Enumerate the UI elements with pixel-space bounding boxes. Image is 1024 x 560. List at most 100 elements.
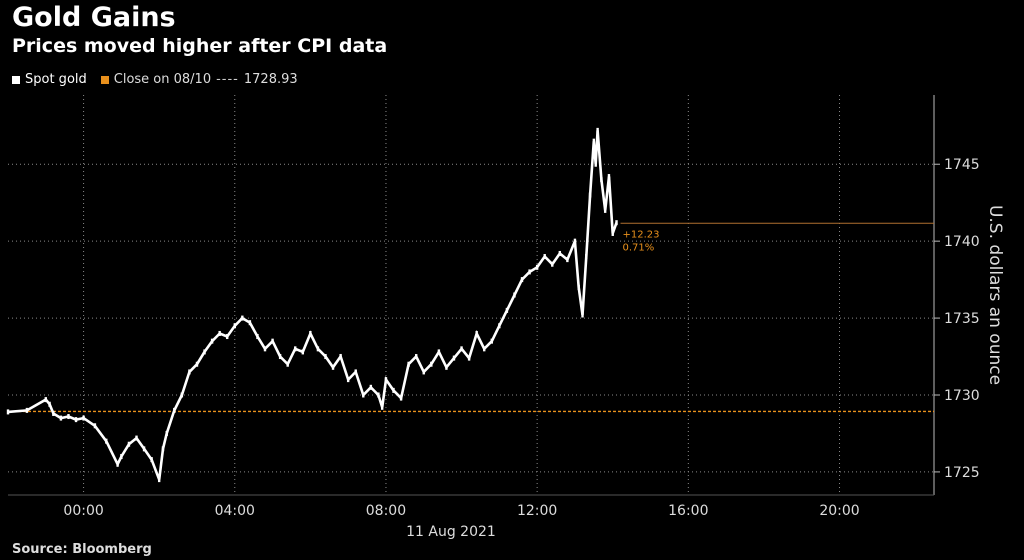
y-tick-label: 1745 xyxy=(944,157,980,173)
data-point xyxy=(309,330,312,336)
data-point xyxy=(467,355,471,361)
data-point xyxy=(256,334,259,340)
chart-subtitle: Prices moved higher after CPI data xyxy=(12,35,388,57)
data-point xyxy=(161,446,165,452)
y-tick-label: 1730 xyxy=(944,388,980,404)
data-point xyxy=(603,207,607,213)
data-point xyxy=(241,315,244,321)
data-point xyxy=(551,261,554,267)
data-point xyxy=(607,174,611,180)
data-point xyxy=(105,438,108,444)
chart-title: Gold Gains xyxy=(12,2,176,33)
data-point xyxy=(195,361,199,367)
x-tick-label: 12:00 xyxy=(517,503,557,519)
data-point xyxy=(505,307,509,313)
data-point xyxy=(331,364,335,370)
data-point xyxy=(513,292,516,298)
legend-swatch-close xyxy=(100,75,109,84)
data-point xyxy=(218,330,221,336)
data-point xyxy=(585,254,588,260)
legend-close-dashes: ---- xyxy=(216,72,239,87)
legend-close-value: 1728.93 xyxy=(243,72,298,87)
data-point xyxy=(48,401,51,407)
legend-swatch-spot-gold xyxy=(12,75,20,84)
data-point xyxy=(142,446,146,452)
data-point xyxy=(346,377,350,383)
x-axis-label: 11 Aug 2021 xyxy=(406,524,496,540)
data-point xyxy=(399,395,403,401)
data-point xyxy=(324,354,327,360)
data-point xyxy=(233,323,236,329)
x-tick-label: 16:00 xyxy=(668,503,708,519)
data-point xyxy=(588,192,592,198)
x-tick-label: 04:00 xyxy=(215,503,255,519)
x-tick-label: 08:00 xyxy=(366,503,406,519)
data-point xyxy=(52,410,55,416)
data-point xyxy=(422,369,425,375)
data-point xyxy=(483,346,486,352)
data-point xyxy=(173,407,176,413)
data-point xyxy=(460,346,463,352)
data-point xyxy=(377,392,380,398)
data-point xyxy=(93,423,97,429)
data-point xyxy=(294,346,297,352)
data-point xyxy=(82,415,85,421)
data-point xyxy=(592,138,596,144)
data-point xyxy=(157,477,161,483)
data-point xyxy=(278,354,282,360)
change-pct-label: 0.71% xyxy=(623,242,655,253)
data-point xyxy=(339,354,342,360)
data-point xyxy=(430,361,433,367)
data-point xyxy=(611,230,614,236)
data-point xyxy=(74,417,78,423)
data-point xyxy=(116,461,119,467)
data-point xyxy=(354,369,357,375)
data-point xyxy=(596,127,599,133)
data-point xyxy=(301,349,305,355)
y-axis-label: U.S. dollars an ounce xyxy=(985,205,1005,385)
data-point xyxy=(581,312,584,318)
x-tick-label: 20:00 xyxy=(819,503,859,519)
data-point xyxy=(188,369,191,375)
y-tick-label: 1740 xyxy=(944,234,980,250)
data-point xyxy=(615,220,618,226)
data-point xyxy=(566,257,569,263)
data-point xyxy=(316,346,320,352)
data-point xyxy=(135,435,138,441)
data-point xyxy=(543,254,546,260)
legend-label-close: Close on 08/10 xyxy=(113,72,212,87)
data-point xyxy=(535,264,539,270)
data-point xyxy=(286,361,289,367)
data-point xyxy=(248,320,252,326)
data-point xyxy=(203,349,206,355)
data-point xyxy=(577,284,580,290)
data-point xyxy=(392,387,395,393)
data-point xyxy=(226,334,229,340)
data-point xyxy=(362,392,365,398)
data-point xyxy=(407,361,410,367)
data-point xyxy=(150,457,153,463)
data-point xyxy=(44,397,47,403)
data-point xyxy=(384,377,388,383)
legend: Spot gold Close on 08/10 ---- 1728.93 xyxy=(12,72,298,87)
data-point xyxy=(59,415,63,421)
data-point xyxy=(369,384,373,390)
data-point xyxy=(573,238,577,244)
x-tick-label: 00:00 xyxy=(63,503,103,519)
change-abs-label: +12.23 xyxy=(623,229,660,240)
data-point xyxy=(528,269,531,275)
legend-item-close: Close on 08/10 ---- 1728.93 xyxy=(100,72,298,87)
y-tick-label: 1725 xyxy=(944,465,980,481)
data-point xyxy=(558,250,562,256)
data-point xyxy=(594,161,597,167)
data-point xyxy=(180,392,184,398)
series-line-spot-gold xyxy=(7,130,618,481)
data-point xyxy=(67,414,70,420)
legend-label-spot-gold: Spot gold xyxy=(25,72,87,87)
data-point xyxy=(25,407,29,413)
data-point xyxy=(520,277,524,283)
data-point xyxy=(475,330,478,336)
data-point xyxy=(490,338,493,344)
data-point xyxy=(127,441,131,447)
